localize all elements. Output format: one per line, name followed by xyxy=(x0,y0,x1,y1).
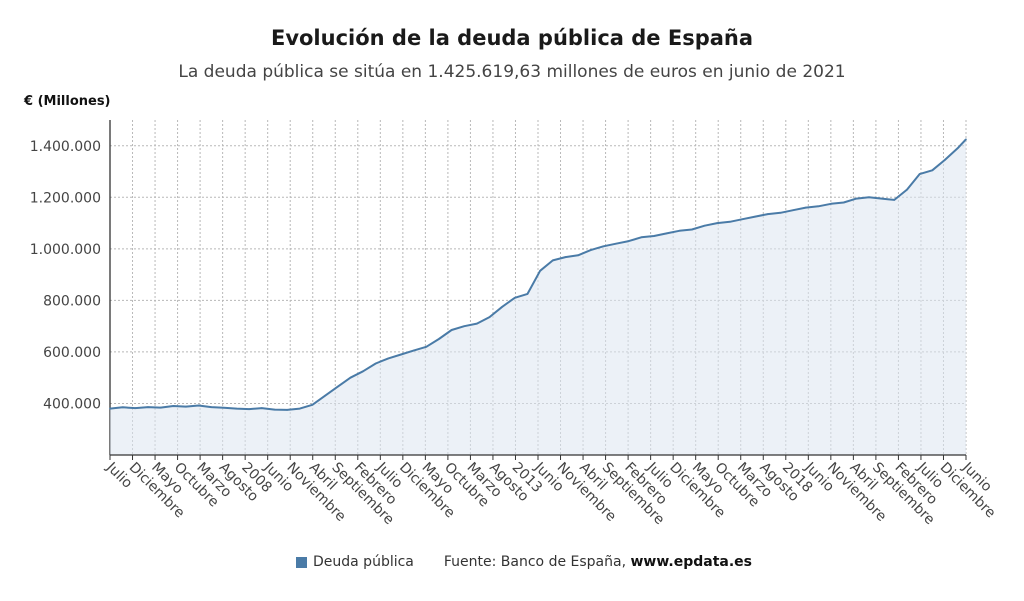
data-point xyxy=(893,199,896,201)
data-point xyxy=(716,222,718,224)
data-point xyxy=(602,245,605,248)
y-tick-label: 1.000.000 xyxy=(30,242,101,258)
data-point xyxy=(944,159,946,161)
chart-subtitle: La deuda pública se sitúa en 1.425.619,6… xyxy=(178,62,846,82)
data-point xyxy=(640,236,643,239)
source-note: Fuente: Banco de España, www.epdata.es xyxy=(444,554,752,570)
data-point xyxy=(965,138,967,141)
legend-label: Deuda pública xyxy=(313,554,414,570)
data-point xyxy=(615,242,617,245)
data-point xyxy=(792,209,794,211)
data-point xyxy=(121,406,124,409)
data-point xyxy=(425,346,428,348)
data-point xyxy=(463,325,466,328)
data-point xyxy=(400,353,402,356)
data-point xyxy=(501,306,504,308)
data-point xyxy=(539,270,541,272)
data-point xyxy=(299,407,301,410)
data-point xyxy=(956,147,959,150)
y-tick-label: 1.200.000 xyxy=(30,190,101,206)
data-point xyxy=(552,259,554,262)
data-point xyxy=(918,173,921,175)
data-point xyxy=(830,203,832,205)
data-point xyxy=(185,405,187,408)
data-point xyxy=(438,338,440,340)
data-point xyxy=(855,197,858,200)
data-point xyxy=(476,322,478,325)
data-point xyxy=(374,362,377,365)
data-point xyxy=(678,230,681,232)
chart-area: JulioDiciembreMayoOctubreMarzoAgosto2008… xyxy=(30,120,998,528)
data-point xyxy=(589,249,592,251)
data-point xyxy=(488,316,491,318)
source-link[interactable]: www.epdata.es xyxy=(630,554,752,570)
data-point xyxy=(754,215,756,218)
data-point xyxy=(741,218,744,220)
series-area-fill xyxy=(110,139,966,456)
data-point xyxy=(880,197,883,200)
data-point xyxy=(210,406,212,408)
data-point xyxy=(729,221,731,223)
data-point xyxy=(387,357,390,360)
y-tick-label: 600.000 xyxy=(43,345,101,361)
data-point xyxy=(134,407,137,409)
data-point xyxy=(842,201,845,204)
legend-swatch xyxy=(296,556,307,568)
data-point xyxy=(564,256,567,258)
chart-title: Evolución de la deuda pública de España xyxy=(270,26,754,50)
data-point xyxy=(349,376,352,379)
data-point xyxy=(665,232,668,235)
data-point xyxy=(286,409,288,411)
data-point xyxy=(172,405,175,407)
data-point xyxy=(805,206,807,209)
source-prefix: Fuente: Banco de España, xyxy=(443,554,631,570)
data-point xyxy=(703,224,706,227)
data-point xyxy=(906,188,908,191)
data-point xyxy=(577,254,579,257)
data-point xyxy=(691,228,693,231)
y-axis-unit-label: € (Millones) xyxy=(24,94,111,109)
data-point xyxy=(261,407,263,409)
data-point xyxy=(223,407,225,409)
y-tick-label: 800.000 xyxy=(43,293,101,309)
data-point xyxy=(324,394,326,397)
data-point xyxy=(412,349,415,352)
data-point xyxy=(159,406,162,409)
data-point xyxy=(311,404,314,406)
data-point xyxy=(147,406,149,408)
data-point xyxy=(817,205,820,208)
data-point xyxy=(336,385,339,388)
data-point xyxy=(653,235,655,237)
data-point xyxy=(868,196,870,199)
data-point xyxy=(526,293,529,295)
data-point xyxy=(109,407,111,410)
data-point xyxy=(627,240,630,242)
data-point xyxy=(235,407,238,410)
data-point xyxy=(931,169,934,172)
y-tick-label: 1.400.000 xyxy=(30,139,101,155)
data-point xyxy=(273,408,276,411)
data-point xyxy=(450,329,453,331)
data-point xyxy=(779,212,782,214)
y-tick-label: 400.000 xyxy=(43,396,101,412)
data-point xyxy=(514,297,516,299)
data-point xyxy=(248,408,250,410)
data-point xyxy=(362,370,364,373)
data-point xyxy=(197,404,200,407)
data-point xyxy=(767,213,769,215)
legend: Deuda pública Fuente: Banco de España, w… xyxy=(296,554,752,570)
